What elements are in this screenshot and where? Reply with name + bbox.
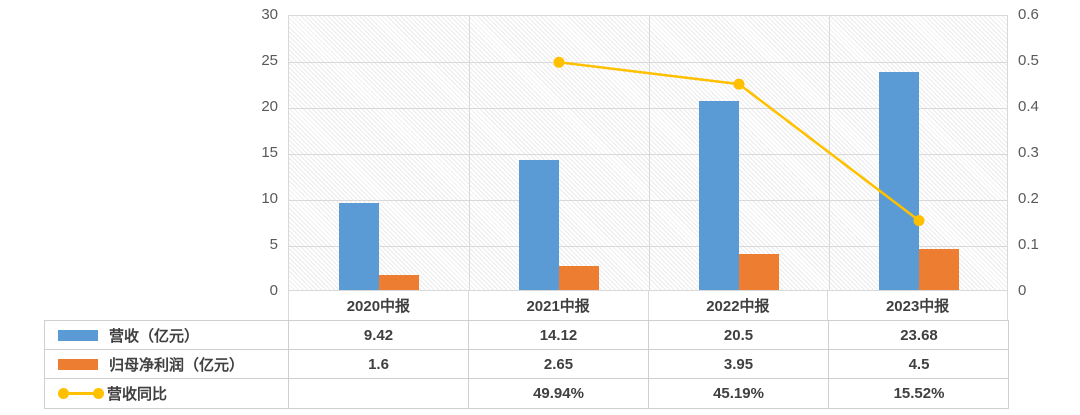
series-name-label: 营收同比 <box>107 386 168 403</box>
table-cell-net-profit-2022中报: 3.95 <box>649 350 829 379</box>
legend-marker-icon <box>58 388 69 399</box>
left-axis-tick: 20 <box>261 98 278 115</box>
left-axis-tick: 5 <box>269 236 278 253</box>
revenue-legend-swatch-icon <box>58 329 98 341</box>
left-axis-tick: 0 <box>269 282 278 299</box>
left-axis-tick: 25 <box>261 52 278 69</box>
horizontal-gridline <box>289 154 1007 155</box>
revenue-bar-2023中报 <box>879 72 919 290</box>
revenue-bar-2022中报 <box>699 101 739 290</box>
data-table: 营收（亿元） 9.42 14.12 20.5 23.68 归母净利润（亿元） 1.6 2.65… <box>44 320 1009 409</box>
series-name-label: 归母净利润（亿元） <box>109 356 245 374</box>
table-cell-revenue-2023中报: 23.68 <box>829 321 1009 350</box>
series-name-label: 营收（亿元） <box>109 327 200 345</box>
right-axis-tick: 0.6 <box>1018 6 1039 23</box>
left-axis-tick: 10 <box>261 190 278 207</box>
table-cell-revenue-2022中报: 20.5 <box>649 321 829 350</box>
net-profit-bar-2022中报 <box>739 253 779 290</box>
left-axis-tick: 15 <box>261 144 278 161</box>
revenue-bar-2020中报 <box>339 203 379 290</box>
vertical-gridline <box>469 16 470 290</box>
x-axis-label-2023中报: 2023中报 <box>885 298 950 315</box>
right-axis-tick: 0 <box>1018 282 1027 299</box>
net-profit-bar-2023中报 <box>919 248 959 290</box>
legend-marker-icon <box>93 388 104 399</box>
table-cell-revenue-yoy-2023中报: 15.52% <box>893 385 945 402</box>
legend-line-segment <box>69 392 93 395</box>
horizontal-gridline <box>289 200 1007 201</box>
net-profit-legend-swatch-icon <box>58 358 98 370</box>
table-cell-net-profit-2021中报: 2.65 <box>469 350 649 379</box>
table-row-net-profit-legend: 归母净利润（亿元） <box>45 350 289 379</box>
right-axis-tick: 0.5 <box>1018 52 1039 69</box>
table-cell-net-profit-2020中报: 1.6 <box>289 350 469 379</box>
revenue-yoy-marker <box>913 215 925 227</box>
revenue-yoy-legend-line-icon <box>58 388 104 399</box>
horizontal-gridline <box>289 246 1007 247</box>
horizontal-gridline <box>289 62 1007 63</box>
x-axis-label-2020中报: 2020中报 <box>289 291 469 320</box>
x-axis-label-2021中报: 2021中报 <box>469 291 649 320</box>
table-cell-revenue-yoy-2022中报: 45.19% <box>649 379 829 408</box>
table-row-revenue-legend: 营收（亿元） <box>45 321 289 350</box>
x-axis-labels: 2020中报 2021中报 2022中报 2023中报 <box>288 291 1008 320</box>
right-axis-tick: 0.3 <box>1018 144 1039 161</box>
table-cell-revenue-2020中报: 9.42 <box>289 321 469 350</box>
revenue-bar-2021中报 <box>519 160 559 290</box>
horizontal-gridline <box>289 108 1007 109</box>
table-cell-net-profit-2023中报: 4.5 <box>829 350 1009 379</box>
revenue-yoy-marker <box>733 78 745 90</box>
net-profit-bar-2020中报 <box>379 275 419 290</box>
right-axis-tick: 0.2 <box>1018 190 1039 207</box>
right-axis-tick: 0.1 <box>1018 236 1039 253</box>
net-profit-bar-2021中报 <box>559 265 599 290</box>
right-axis-tick: 0.4 <box>1018 98 1039 115</box>
table-row-revenue-yoy-legend: 营收同比 <box>45 379 289 408</box>
table-cell-revenue-yoy-2020中报 <box>289 379 469 408</box>
vertical-gridline <box>649 16 650 290</box>
line-series-layer <box>553 56 925 227</box>
plot-area <box>288 15 1008 291</box>
revenue-yoy-marker <box>553 56 565 68</box>
table-cell-revenue-yoy-2021中报: 49.94% <box>469 379 649 408</box>
x-axis-label-2022中报: 2022中报 <box>649 291 829 320</box>
table-cell-revenue-2021中报: 14.12 <box>469 321 649 350</box>
left-axis-tick: 30 <box>261 6 278 23</box>
